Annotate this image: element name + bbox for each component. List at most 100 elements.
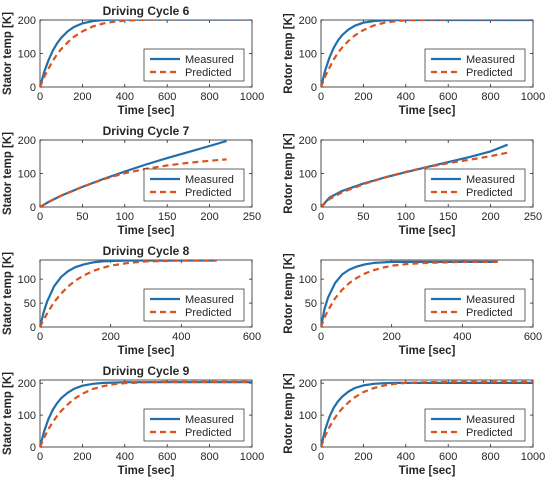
y-tick-label: 0	[30, 202, 36, 214]
x-tick-label: 50	[357, 211, 369, 223]
series-line-measured	[321, 260, 498, 327]
legend-box	[143, 168, 245, 202]
series-line-measured	[40, 20, 252, 87]
x-tick-label: 0	[37, 331, 43, 343]
x-tick-label: 1000	[521, 451, 545, 463]
x-axis-label: Time [sec]	[399, 465, 456, 477]
series-line-measured	[40, 381, 252, 447]
y-tick-label: 0	[30, 442, 36, 454]
y-tick-label: 100	[299, 169, 317, 181]
legend-entry-predicted: Predicted	[466, 427, 512, 439]
legend-entry-measured: Measured	[185, 414, 234, 426]
chart-panel-2: 0 200 400 600 800 1000 0 100 200 Time [sec] Rotor …	[283, 13, 545, 117]
x-tick-label: 1000	[240, 91, 264, 103]
x-tick-label: 150	[158, 211, 176, 223]
x-axis-label: Time [sec]	[399, 105, 456, 117]
legend-box	[424, 408, 526, 442]
legend-entry-measured: Measured	[466, 414, 515, 426]
y-tick-label: 0	[311, 202, 317, 214]
x-tick-label: 800	[200, 91, 218, 103]
y-tick-label: 0	[311, 82, 317, 94]
x-axis-label: Time [sec]	[399, 225, 456, 237]
x-tick-label: 1000	[240, 451, 264, 463]
x-tick-label: 600	[158, 451, 176, 463]
axes-frame	[320, 379, 534, 448]
legend-box	[143, 408, 245, 442]
series-line-predicted	[40, 380, 252, 447]
x-tick-label: 250	[524, 211, 542, 223]
chart-panel-6: 0 200 400 600 0 50 100 Time [sec] Rotor temp [K]…	[283, 253, 542, 357]
y-tick-label: 100	[18, 410, 36, 422]
x-tick-label: 1000	[521, 91, 545, 103]
legend-entry-measured: Measured	[466, 54, 515, 66]
y-axis-label: Rotor temp [K]	[283, 133, 295, 214]
y-axis-label: Stator temp [K]	[2, 12, 14, 95]
x-tick-label: 100	[397, 211, 415, 223]
y-tick-label: 0	[311, 322, 317, 334]
x-tick-label: 200	[382, 331, 400, 343]
chart-panel-7: 0 200 400 600 800 1000 0 100 200 Driving Cycle 9 T…	[2, 364, 264, 477]
x-tick-label: 400	[397, 451, 415, 463]
x-tick-label: 400	[116, 451, 134, 463]
legend-entry-predicted: Predicted	[466, 307, 512, 319]
x-axis-label: Time [sec]	[118, 225, 175, 237]
legend-entry-predicted: Predicted	[185, 307, 231, 319]
x-tick-label: 800	[481, 451, 499, 463]
series-line-measured	[321, 20, 533, 87]
x-tick-label: 200	[481, 211, 499, 223]
legend-entry-measured: Measured	[185, 294, 234, 306]
series-line-predicted	[321, 380, 533, 447]
series-line-predicted	[321, 260, 498, 327]
y-tick-label: 100	[299, 410, 317, 422]
y-tick-label: 200	[18, 15, 36, 27]
x-tick-label: 150	[439, 211, 457, 223]
x-tick-label: 600	[439, 91, 457, 103]
x-axis-label: Time [sec]	[118, 345, 175, 357]
chart-title: Driving Cycle 6	[103, 4, 190, 18]
x-tick-label: 0	[318, 451, 324, 463]
x-tick-label: 800	[481, 91, 499, 103]
legend-entry-predicted: Predicted	[185, 67, 231, 79]
y-axis-label: Rotor temp [K]	[283, 253, 295, 334]
legend-box	[424, 288, 526, 322]
x-tick-label: 0	[318, 331, 324, 343]
x-tick-label: 200	[354, 91, 372, 103]
legend-entry-measured: Measured	[466, 174, 515, 186]
x-tick-label: 200	[73, 451, 91, 463]
x-tick-label: 0	[318, 91, 324, 103]
legend-box	[424, 48, 526, 82]
series-line-measured	[40, 140, 227, 207]
y-axis-label: Rotor temp [K]	[283, 373, 295, 454]
y-axis-label: Stator temp [K]	[2, 132, 14, 215]
axes-frame	[320, 259, 534, 328]
series-line-measured	[321, 381, 533, 447]
x-tick-label: 0	[37, 91, 43, 103]
x-tick-label: 0	[318, 211, 324, 223]
y-tick-label: 0	[30, 82, 36, 94]
x-tick-label: 50	[76, 211, 88, 223]
y-tick-label: 200	[299, 378, 317, 390]
chart-title: Driving Cycle 9	[103, 364, 190, 378]
chart-title: Driving Cycle 8	[103, 244, 190, 258]
x-tick-label: 200	[101, 331, 119, 343]
x-axis-label: Time [sec]	[118, 105, 175, 117]
series-line-predicted	[40, 260, 217, 327]
legend-entry-predicted: Predicted	[185, 187, 231, 199]
y-tick-label: 100	[299, 274, 317, 286]
y-axis-label: Stator temp [K]	[2, 252, 14, 335]
chart-title: Driving Cycle 7	[103, 124, 190, 138]
legend-entry-measured: Measured	[185, 54, 234, 66]
x-tick-label: 200	[200, 211, 218, 223]
x-tick-label: 400	[172, 331, 190, 343]
x-tick-label: 400	[453, 331, 471, 343]
y-tick-label: 200	[18, 135, 36, 147]
